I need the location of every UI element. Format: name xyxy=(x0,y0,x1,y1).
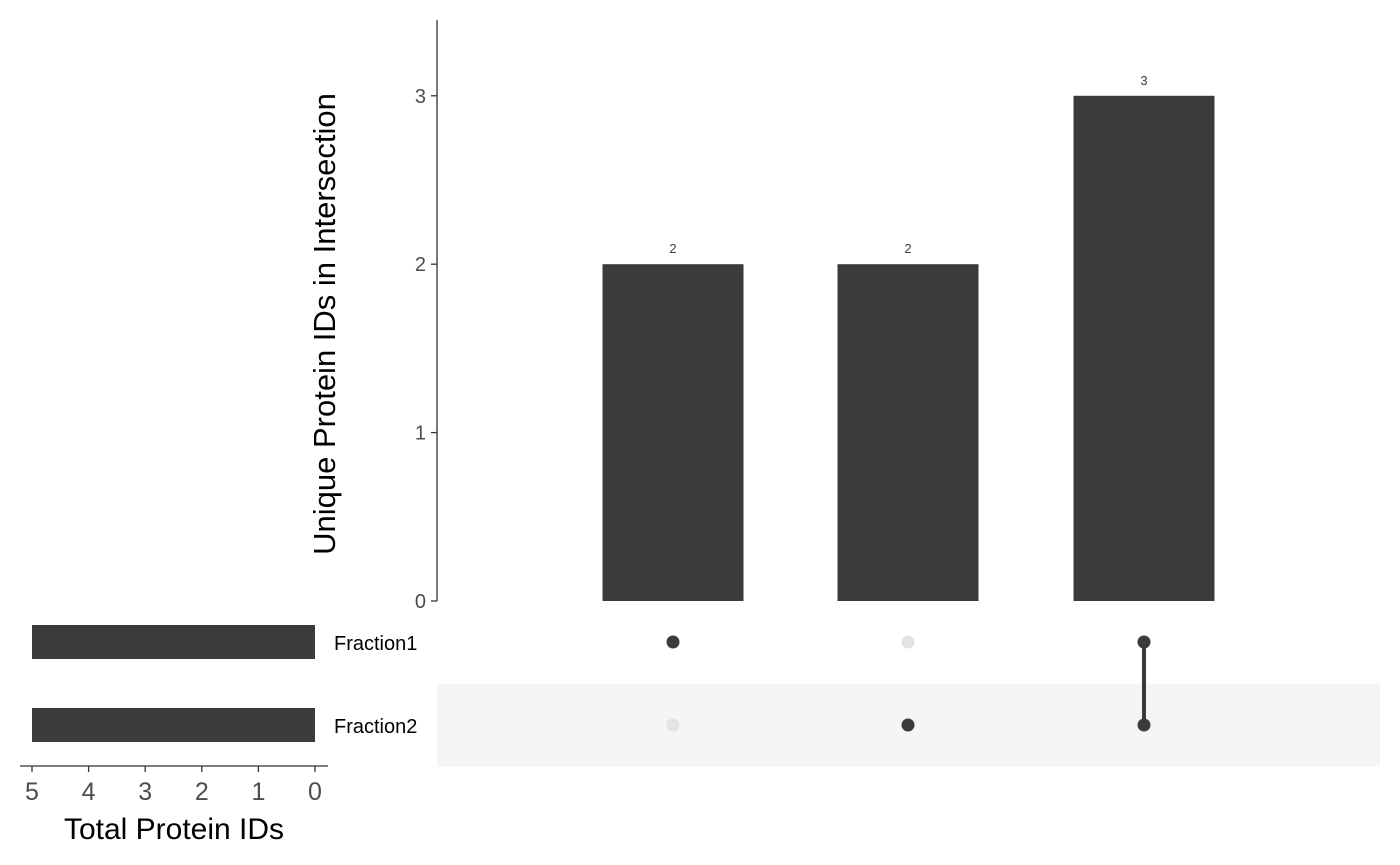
y-tick-label: 0 xyxy=(415,591,426,613)
x-tick-label: 1 xyxy=(251,778,265,806)
y-tick-label: 3 xyxy=(415,86,426,108)
set-size-bar xyxy=(32,625,315,659)
matrix-dot-active xyxy=(1137,718,1151,732)
bar-value-label: 2 xyxy=(669,241,676,256)
matrix-dot-inactive xyxy=(901,635,915,649)
matrix-dot-active xyxy=(1137,635,1151,649)
matrix-dot-active xyxy=(666,635,680,649)
intersection-bar xyxy=(837,264,979,601)
set-name-label: Fraction2 xyxy=(334,716,417,738)
x-axis-title: Total Protein IDs xyxy=(64,813,284,846)
intersection-bar xyxy=(1073,95,1215,602)
x-tick-label: 0 xyxy=(308,778,322,806)
set-name-label: Fraction1 xyxy=(334,633,417,655)
chart-marks: 0 1 2 3 2 2 3 Fraction1 Fraction2 5 4 3 2 1 0 xyxy=(20,20,1380,806)
bar-value-label: 2 xyxy=(904,241,911,256)
y-tick-label: 1 xyxy=(415,423,426,445)
x-tick-label: 4 xyxy=(82,778,96,806)
y-axis-title: Unique Protein IDs in Intersection xyxy=(307,93,342,555)
set-size-bar xyxy=(32,708,315,742)
y-tick-label: 2 xyxy=(415,254,426,276)
matrix-dot-active xyxy=(901,718,915,732)
x-tick-label: 5 xyxy=(25,778,39,806)
x-tick-label: 3 xyxy=(138,778,152,806)
matrix-dot-inactive xyxy=(666,718,680,732)
bar-value-label: 3 xyxy=(1140,73,1147,88)
x-tick-label: 2 xyxy=(195,778,209,806)
intersection-bar xyxy=(602,264,744,601)
